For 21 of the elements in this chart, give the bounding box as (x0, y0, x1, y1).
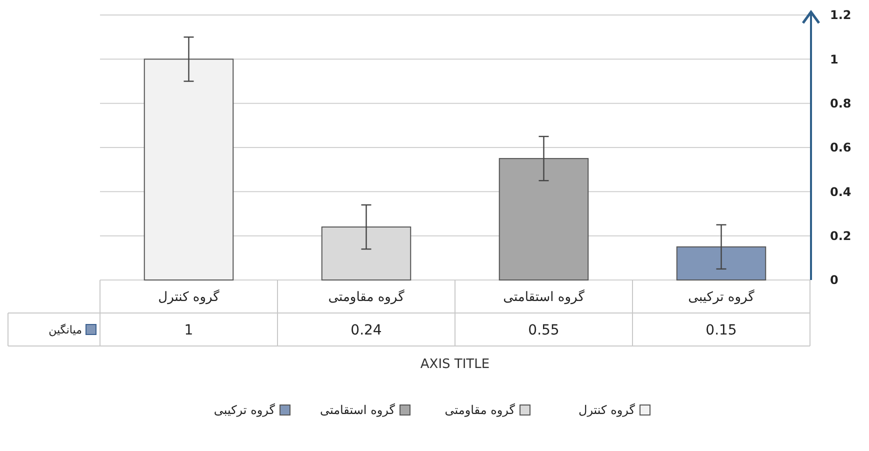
y-tick-label: 0.6 (830, 140, 852, 155)
y-tick-label: 0.2 (830, 229, 852, 244)
category-label: گروه ترکیبی (214, 403, 275, 418)
y-tick-label: 0 (830, 273, 838, 288)
y-tick-label: 0.8 (830, 96, 852, 111)
data-label: 1 (184, 322, 194, 338)
category-label: گروه استقامتی (320, 403, 395, 418)
data-label: 0.24 (350, 322, 382, 338)
y-tick-label: 1 (830, 52, 838, 66)
legend-label: میانگین (48, 323, 82, 336)
x-tick-label: گروه کنترل (158, 289, 220, 306)
x-tick-label: گروه مقاومتی (328, 289, 406, 306)
y-tick-label: 0.4 (830, 184, 852, 199)
data-label: 0.55 (528, 322, 560, 338)
y-tick-label: 1.2 (830, 8, 852, 22)
category-label: گروه مقاومتی (444, 403, 515, 418)
data-label: 0.15 (706, 322, 737, 338)
x-axis-title: AXIS TITLE (420, 357, 490, 372)
x-tick-label: گروه ترکیبی (688, 289, 756, 306)
x-tick-label: گروه استقامتی (503, 289, 586, 306)
category-label: گروه کنترل (578, 403, 635, 418)
